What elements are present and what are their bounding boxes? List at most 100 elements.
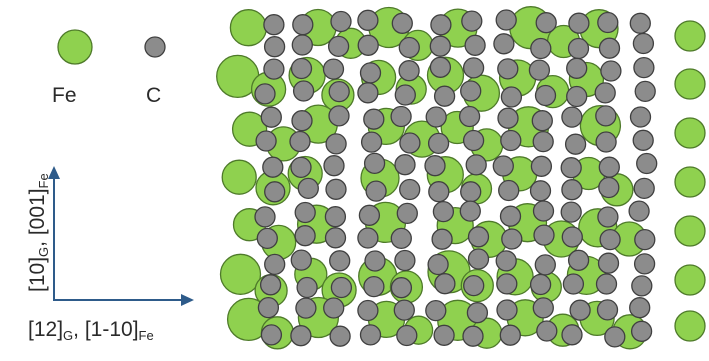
c-atom xyxy=(260,106,282,128)
c-atom xyxy=(633,177,655,200)
c-atom xyxy=(597,252,620,274)
c-atom xyxy=(329,250,351,272)
c-atom xyxy=(424,155,446,177)
c-atom xyxy=(566,57,588,79)
c-atom xyxy=(434,273,456,295)
c-atom xyxy=(390,105,412,128)
c-atom xyxy=(393,299,415,321)
c-atom xyxy=(604,326,626,348)
c-atom xyxy=(501,228,523,250)
c-atom xyxy=(530,37,552,60)
x-axis-label-part: , [1-10] xyxy=(73,318,139,341)
c-atom xyxy=(634,228,656,251)
c-atom xyxy=(634,80,656,103)
c-atom xyxy=(263,14,285,36)
c-atom xyxy=(432,200,455,223)
c-atom xyxy=(598,156,620,178)
c-atom xyxy=(462,129,485,152)
c-atom xyxy=(398,60,420,82)
c-atom xyxy=(357,227,379,249)
legend-fe-label: Fe xyxy=(52,84,77,107)
legend-fe-atom-icon xyxy=(57,29,93,65)
c-atom xyxy=(529,273,552,296)
c-atom xyxy=(533,224,555,246)
c-atom xyxy=(632,32,655,55)
c-atom xyxy=(529,180,552,202)
c-atom xyxy=(532,200,555,222)
c-atom xyxy=(394,154,416,176)
fe-atom xyxy=(674,20,706,52)
c-atom xyxy=(467,226,490,248)
c-atom xyxy=(629,297,651,319)
c-atom xyxy=(633,253,656,275)
c-atom xyxy=(390,277,413,299)
c-atom xyxy=(499,324,521,346)
fe-atom xyxy=(674,117,706,149)
c-atom xyxy=(636,152,658,175)
c-atom xyxy=(391,12,413,34)
c-atom xyxy=(427,132,450,155)
c-atom xyxy=(458,105,481,128)
fe-atom xyxy=(219,253,262,295)
c-atom xyxy=(561,179,583,201)
c-atom xyxy=(290,156,312,179)
c-atom xyxy=(296,276,318,299)
c-atom xyxy=(497,58,519,80)
c-atom xyxy=(358,204,381,226)
c-atom xyxy=(429,56,452,78)
c-atom xyxy=(596,299,619,321)
c-atom xyxy=(256,227,278,250)
c-atom xyxy=(594,82,616,104)
y-axis-arrowhead-icon xyxy=(48,166,60,179)
c-atom xyxy=(429,35,451,57)
x-axis-label: [12]G, [1-10]Fe xyxy=(28,318,154,343)
c-atom xyxy=(290,57,313,80)
c-atom xyxy=(597,206,619,228)
y-axis-label-part: , [001] xyxy=(26,188,49,247)
c-atom xyxy=(566,85,588,108)
c-atom xyxy=(495,9,517,31)
c-atom xyxy=(357,82,379,104)
c-atom xyxy=(528,59,551,81)
c-atom xyxy=(357,34,379,56)
y-axis-label-part: [10] xyxy=(26,256,49,292)
c-atom xyxy=(425,106,447,128)
x-axis-label-subscript: Fe xyxy=(138,328,154,343)
c-atom xyxy=(495,250,517,272)
c-atom xyxy=(561,226,583,248)
c-atom xyxy=(295,297,317,319)
c-atom xyxy=(595,105,617,127)
c-atom xyxy=(460,80,482,102)
c-atom xyxy=(324,206,347,228)
c-atom xyxy=(359,62,382,84)
c-atom xyxy=(330,276,353,299)
fe-atom xyxy=(674,264,706,296)
c-atom xyxy=(629,106,652,128)
c-atom xyxy=(264,181,286,203)
c-atom xyxy=(329,325,351,347)
c-atom xyxy=(595,131,617,153)
c-atom xyxy=(264,253,286,276)
c-atom xyxy=(498,179,520,202)
c-atom xyxy=(500,86,523,108)
c-atom xyxy=(360,131,383,153)
c-atom xyxy=(297,177,319,200)
c-atom xyxy=(466,302,489,324)
c-atom xyxy=(254,83,276,105)
fe-atom xyxy=(674,68,706,100)
c-atom xyxy=(262,156,284,178)
c-atom xyxy=(600,60,622,82)
c-atom xyxy=(323,297,345,319)
c-atom xyxy=(569,299,591,321)
c-atom xyxy=(399,178,421,201)
c-atom xyxy=(532,130,554,153)
legend-c-label: C xyxy=(146,84,162,107)
c-atom xyxy=(567,249,590,271)
c-atom xyxy=(433,324,455,346)
c-atom xyxy=(364,250,386,272)
c-atom xyxy=(595,273,618,295)
c-atom xyxy=(598,176,620,199)
c-atom xyxy=(428,181,450,203)
c-atom xyxy=(467,248,490,270)
c-atom xyxy=(628,200,650,222)
